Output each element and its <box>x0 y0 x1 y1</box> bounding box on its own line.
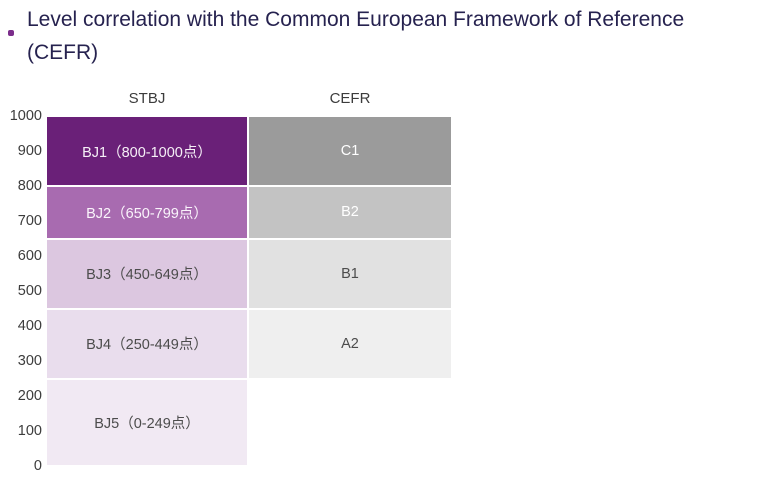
cefr-block-b2: B2 <box>249 187 451 238</box>
cefr-block-b1: B1 <box>249 239 451 308</box>
stbj-block-bj4: BJ4（250-449点） <box>47 309 247 378</box>
stbj-block-bj1: BJ1（800-1000点） <box>47 117 247 185</box>
y-axis-tick: 900 <box>17 143 42 159</box>
y-axis-tick: 0 <box>33 458 42 474</box>
y-axis-tick: 100 <box>17 423 42 439</box>
list-bullet <box>8 30 14 36</box>
column-header-stbj: STBJ <box>128 90 166 107</box>
y-axis-tick: 800 <box>17 178 42 194</box>
column-header-cefr: CEFR <box>329 90 371 107</box>
y-axis-tick: 500 <box>17 283 42 299</box>
y-axis-tick: 600 <box>17 248 42 264</box>
y-axis-tick: 700 <box>17 213 42 229</box>
stbj-block-bj3: BJ3（450-649点） <box>47 239 247 308</box>
title-line-2: (CEFR) <box>27 41 99 64</box>
stbj-block-bj2: BJ2（650-799点） <box>47 187 247 238</box>
y-axis-tick: 400 <box>17 318 42 334</box>
y-axis-tick: 200 <box>17 388 42 404</box>
cefr-block-c1: C1 <box>249 117 451 185</box>
stbj-block-bj5: BJ5（0-249点） <box>47 379 247 465</box>
y-axis-tick: 1000 <box>9 108 42 124</box>
cefr-block-a2: A2 <box>249 309 451 378</box>
level-chart: 1000 900 800 700 600 500 400 300 200 100 0 BJ1（800-… <box>0 108 768 474</box>
title-line-1: Level correlation with the Common Europe… <box>27 8 685 31</box>
y-axis-tick: 300 <box>17 353 42 369</box>
page-title: Level correlation with the Common Europe… <box>27 3 765 69</box>
